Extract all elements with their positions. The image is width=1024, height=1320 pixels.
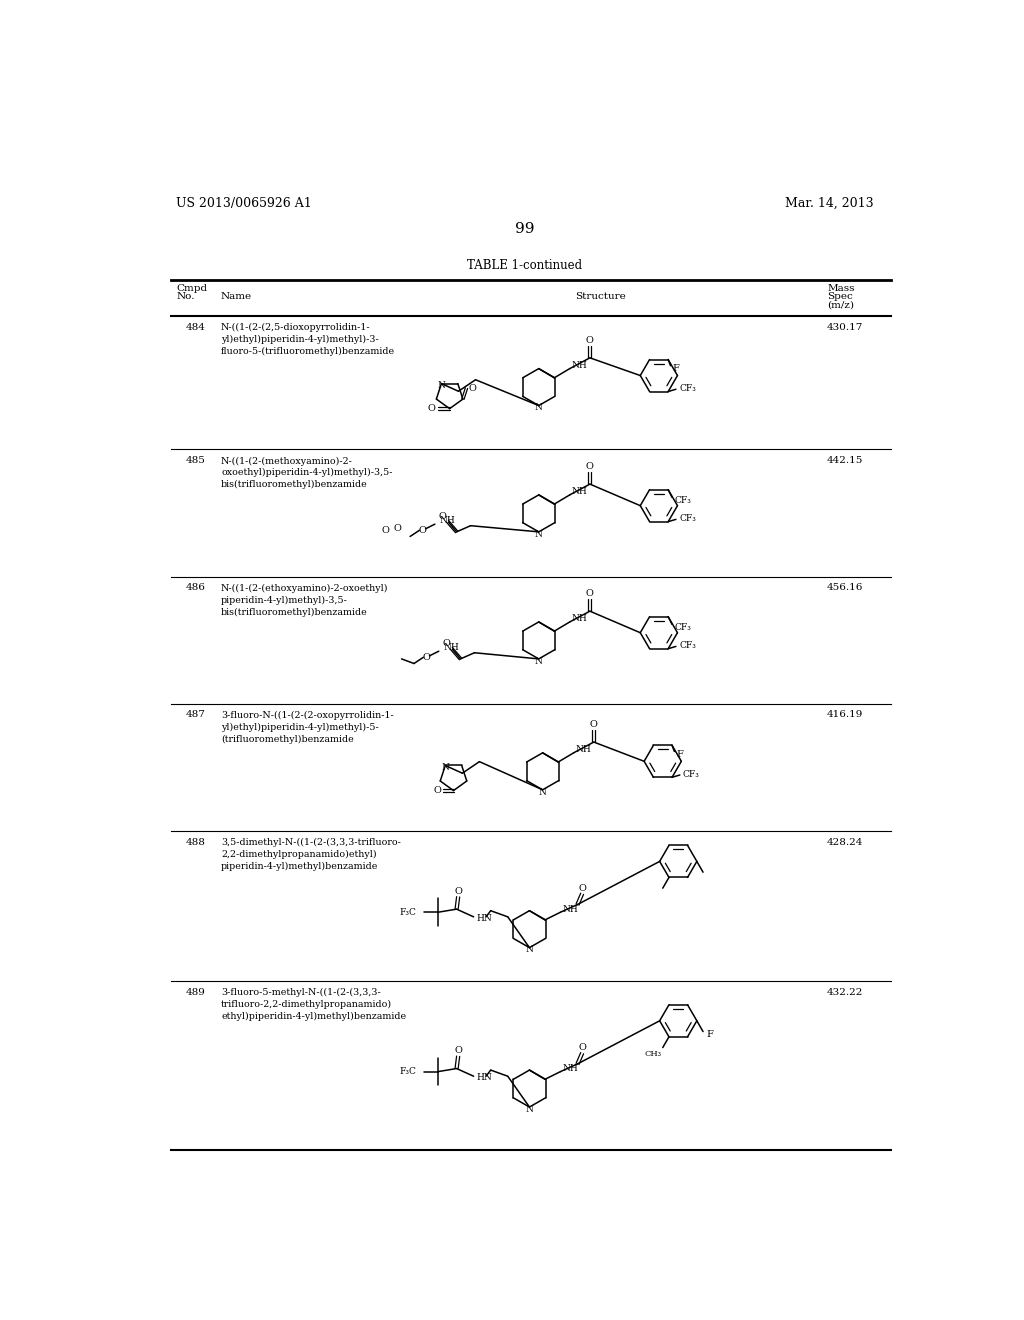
Text: O: O bbox=[423, 653, 430, 661]
Text: 488: 488 bbox=[185, 838, 206, 846]
Text: CH₃: CH₃ bbox=[644, 1049, 662, 1057]
Text: NH: NH bbox=[443, 643, 459, 652]
Text: O: O bbox=[586, 589, 594, 598]
Text: 485: 485 bbox=[185, 457, 206, 466]
Text: CF₃: CF₃ bbox=[675, 496, 691, 506]
Text: CF₃: CF₃ bbox=[679, 642, 696, 651]
Text: Cmpd: Cmpd bbox=[176, 284, 207, 293]
Text: NH: NH bbox=[439, 516, 456, 525]
Text: NH: NH bbox=[575, 746, 591, 755]
Text: N: N bbox=[525, 1105, 534, 1114]
Text: US 2013/0065926 A1: US 2013/0065926 A1 bbox=[176, 197, 311, 210]
Text: 484: 484 bbox=[185, 323, 206, 333]
Text: 456.16: 456.16 bbox=[827, 583, 863, 593]
Text: HN: HN bbox=[476, 1073, 492, 1082]
Text: 489: 489 bbox=[185, 987, 206, 997]
Text: F: F bbox=[672, 364, 679, 374]
Text: N-((1-(2-(2,5-dioxopyrrolidin-1-
yl)ethyl)piperidin-4-yl)methyl)-3-
fluoro-5-(tr: N-((1-(2-(2,5-dioxopyrrolidin-1- yl)ethy… bbox=[221, 323, 395, 356]
Text: O: O bbox=[469, 384, 476, 392]
Text: F: F bbox=[676, 750, 683, 759]
Text: O: O bbox=[586, 462, 594, 471]
Text: O: O bbox=[433, 787, 441, 795]
Text: 486: 486 bbox=[185, 583, 206, 593]
Text: HN: HN bbox=[476, 913, 492, 923]
Text: 430.17: 430.17 bbox=[827, 323, 863, 333]
Text: NH: NH bbox=[571, 362, 587, 370]
Text: Spec: Spec bbox=[827, 293, 853, 301]
Text: N: N bbox=[535, 404, 543, 412]
Text: O: O bbox=[590, 719, 598, 729]
Text: O: O bbox=[393, 524, 401, 533]
Text: O: O bbox=[455, 887, 462, 896]
Text: F₃C: F₃C bbox=[399, 1067, 417, 1076]
Text: O: O bbox=[381, 525, 389, 535]
Text: Mass: Mass bbox=[827, 284, 855, 293]
Text: O: O bbox=[419, 525, 426, 535]
Text: 3-fluoro-N-((1-(2-(2-oxopyrrolidin-1-
yl)ethyl)piperidin-4-yl)methyl)-5-
(triflu: 3-fluoro-N-((1-(2-(2-oxopyrrolidin-1- yl… bbox=[221, 710, 394, 743]
Text: 99: 99 bbox=[515, 222, 535, 236]
Text: N: N bbox=[437, 381, 445, 391]
Text: 416.19: 416.19 bbox=[827, 710, 863, 719]
Text: 442.15: 442.15 bbox=[827, 457, 863, 466]
Text: O: O bbox=[428, 404, 436, 413]
Text: NH: NH bbox=[563, 904, 579, 913]
Text: N: N bbox=[539, 788, 547, 796]
Text: NH: NH bbox=[563, 1064, 579, 1073]
Text: O: O bbox=[579, 1043, 586, 1052]
Text: No.: No. bbox=[176, 293, 195, 301]
Text: 432.22: 432.22 bbox=[827, 987, 863, 997]
Text: 428.24: 428.24 bbox=[827, 838, 863, 846]
Text: N: N bbox=[525, 945, 534, 954]
Text: 3,5-dimethyl-N-((1-(2-(3,3,3-trifluoro-
2,2-dimethylpropanamido)ethyl)
piperidin: 3,5-dimethyl-N-((1-(2-(3,3,3-trifluoro- … bbox=[221, 838, 400, 871]
Text: CF₃: CF₃ bbox=[675, 623, 691, 632]
Text: O: O bbox=[442, 639, 451, 648]
Text: Mar. 14, 2013: Mar. 14, 2013 bbox=[785, 197, 873, 210]
Text: 487: 487 bbox=[185, 710, 206, 719]
Text: CF₃: CF₃ bbox=[679, 384, 696, 393]
Text: CF₃: CF₃ bbox=[679, 513, 696, 523]
Text: O: O bbox=[455, 1047, 462, 1055]
Text: (m/z): (m/z) bbox=[827, 301, 854, 310]
Text: F: F bbox=[707, 1030, 713, 1039]
Text: N: N bbox=[535, 657, 543, 665]
Text: Structure: Structure bbox=[575, 293, 626, 301]
Text: NH: NH bbox=[571, 615, 587, 623]
Text: TABLE 1-continued: TABLE 1-continued bbox=[467, 259, 583, 272]
Text: 3-fluoro-5-methyl-N-((1-(2-(3,3,3-
trifluoro-2,2-dimethylpropanamido)
ethyl)pipe: 3-fluoro-5-methyl-N-((1-(2-(3,3,3- trifl… bbox=[221, 987, 407, 1020]
Text: Name: Name bbox=[221, 293, 252, 301]
Text: NH: NH bbox=[571, 487, 587, 496]
Text: N-((1-(2-(ethoxyamino)-2-oxoethyl)
piperidin-4-yl)methyl)-3,5-
bis(trifluorometh: N-((1-(2-(ethoxyamino)-2-oxoethyl) piper… bbox=[221, 583, 388, 616]
Text: CF₃: CF₃ bbox=[683, 770, 699, 779]
Text: O: O bbox=[438, 512, 446, 521]
Text: N: N bbox=[535, 529, 543, 539]
Text: N-((1-(2-(methoxyamino)-2-
oxoethyl)piperidin-4-yl)methyl)-3,5-
bis(trifluoromet: N-((1-(2-(methoxyamino)-2- oxoethyl)pipe… bbox=[221, 457, 392, 490]
Text: N: N bbox=[441, 763, 450, 771]
Text: O: O bbox=[579, 884, 586, 892]
Text: F₃C: F₃C bbox=[399, 908, 417, 916]
Text: O: O bbox=[586, 335, 594, 345]
